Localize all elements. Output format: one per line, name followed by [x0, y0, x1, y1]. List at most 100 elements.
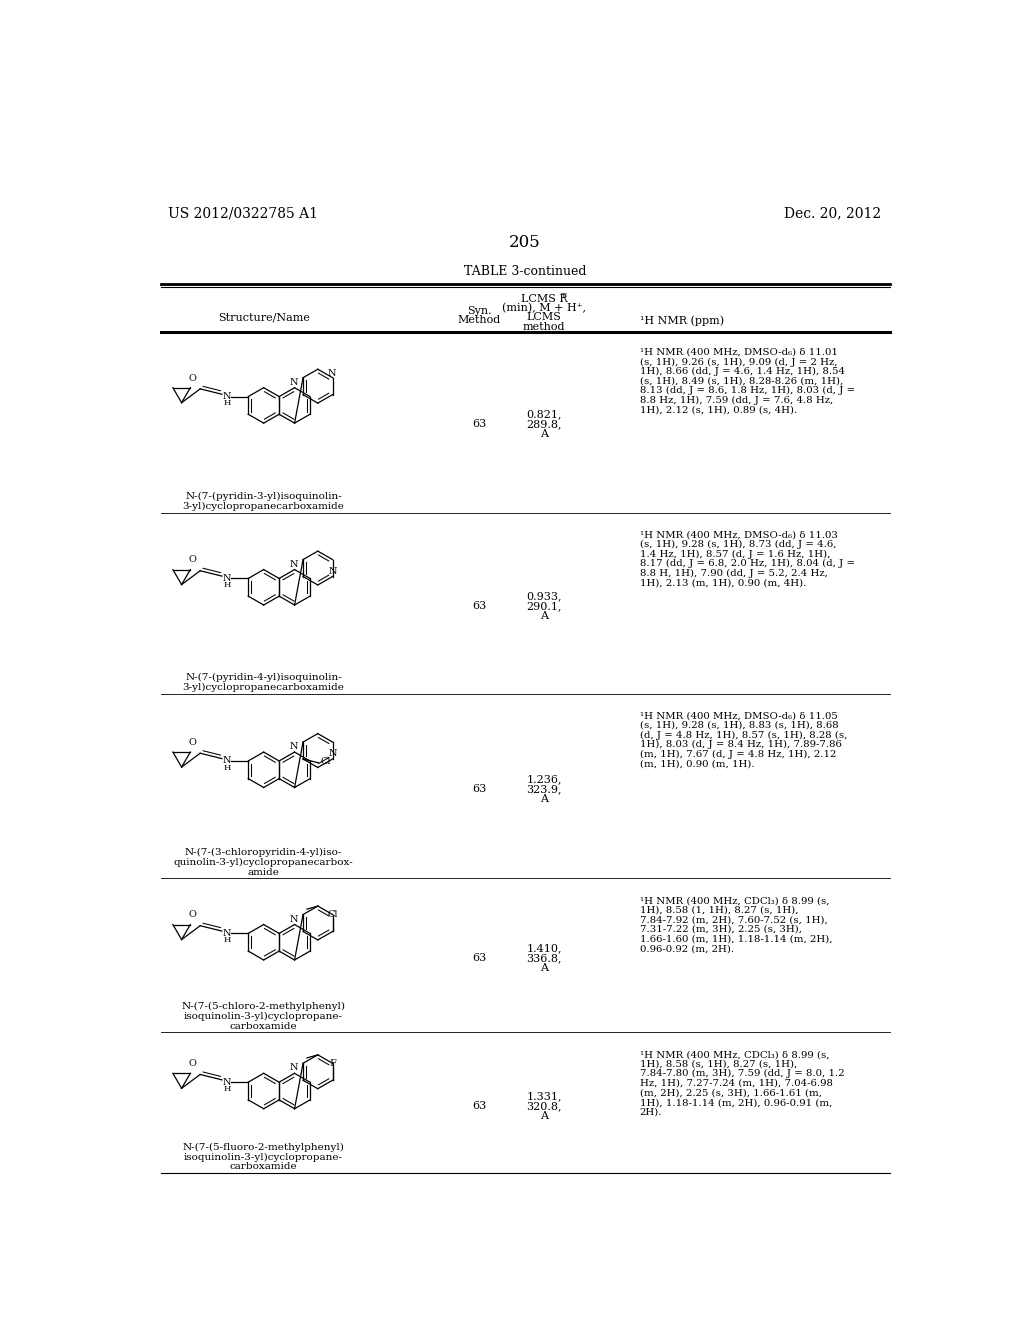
- Text: 1H), 8.66 (dd, J = 4.6, 1.4 Hz, 1H), 8.54: 1H), 8.66 (dd, J = 4.6, 1.4 Hz, 1H), 8.5…: [640, 367, 845, 376]
- Text: LCMS R: LCMS R: [521, 294, 567, 304]
- Text: 8.8 H, 1H), 7.90 (dd, J = 5.2, 2.4 Hz,: 8.8 H, 1H), 7.90 (dd, J = 5.2, 2.4 Hz,: [640, 569, 827, 578]
- Text: H: H: [223, 1085, 231, 1093]
- Text: (s, 1H), 9.28 (s, 1H), 8.83 (s, 1H), 8.68: (s, 1H), 9.28 (s, 1H), 8.83 (s, 1H), 8.6…: [640, 721, 838, 730]
- Text: (s, 1H), 8.49 (s, 1H), 8.28-8.26 (m, 1H),: (s, 1H), 8.49 (s, 1H), 8.28-8.26 (m, 1H)…: [640, 376, 843, 385]
- Text: 63: 63: [472, 601, 486, 611]
- Text: N: N: [223, 929, 231, 939]
- Text: 320.8,: 320.8,: [526, 1101, 562, 1111]
- Text: N-(7-(5-chloro-2-methylphenyl): N-(7-(5-chloro-2-methylphenyl): [181, 1002, 346, 1011]
- Text: (m, 1H), 7.67 (d, J = 4.8 Hz, 1H), 2.12: (m, 1H), 7.67 (d, J = 4.8 Hz, 1H), 2.12: [640, 750, 836, 759]
- Text: A: A: [541, 795, 548, 804]
- Text: 8.8 Hz, 1H), 7.59 (dd, J = 7.6, 4.8 Hz,: 8.8 Hz, 1H), 7.59 (dd, J = 7.6, 4.8 Hz,: [640, 396, 833, 405]
- Text: 1H), 1.18-1.14 (m, 2H), 0.96-0.91 (m,: 1H), 1.18-1.14 (m, 2H), 0.96-0.91 (m,: [640, 1098, 831, 1107]
- Text: N: N: [223, 574, 231, 583]
- Text: N: N: [223, 756, 231, 766]
- Text: 0.821,: 0.821,: [526, 409, 562, 420]
- Text: H: H: [223, 581, 231, 589]
- Text: ¹H NMR (400 MHz, DMSO-d₆) δ 11.01: ¹H NMR (400 MHz, DMSO-d₆) δ 11.01: [640, 348, 838, 356]
- Text: (s, 1H), 9.26 (s, 1H), 9.09 (d, J = 2 Hz,: (s, 1H), 9.26 (s, 1H), 9.09 (d, J = 2 Hz…: [640, 358, 837, 367]
- Text: H: H: [223, 764, 231, 772]
- Text: 1.410,: 1.410,: [526, 944, 562, 953]
- Text: A: A: [541, 429, 548, 440]
- Text: carboxamide: carboxamide: [229, 1022, 297, 1031]
- Text: N: N: [290, 560, 298, 569]
- Text: 63: 63: [472, 784, 486, 795]
- Text: N-(7-(3-chloropyridin-4-yl)iso-: N-(7-(3-chloropyridin-4-yl)iso-: [185, 847, 342, 857]
- Text: A: A: [541, 1111, 548, 1121]
- Text: O: O: [188, 911, 197, 920]
- Text: TABLE 3-continued: TABLE 3-continued: [464, 264, 586, 277]
- Text: Cl: Cl: [321, 756, 331, 766]
- Text: F: F: [329, 1059, 336, 1068]
- Text: A: A: [541, 611, 548, 622]
- Text: 7.84-7.80 (m, 3H), 7.59 (dd, J = 8.0, 1.2: 7.84-7.80 (m, 3H), 7.59 (dd, J = 8.0, 1.…: [640, 1069, 844, 1078]
- Text: Cl: Cl: [328, 909, 338, 919]
- Text: N: N: [290, 915, 298, 924]
- Text: US 2012/0322785 A1: US 2012/0322785 A1: [168, 206, 318, 220]
- Text: isoquinolin-3-yl)cyclopropane-: isoquinolin-3-yl)cyclopropane-: [184, 1011, 343, 1020]
- Text: 323.9,: 323.9,: [526, 784, 562, 795]
- Text: 7.84-7.92 (m, 2H), 7.60-7.52 (s, 1H),: 7.84-7.92 (m, 2H), 7.60-7.52 (s, 1H),: [640, 915, 827, 924]
- Text: Method: Method: [458, 315, 501, 326]
- Text: isoquinolin-3-yl)cyclopropane-: isoquinolin-3-yl)cyclopropane-: [184, 1152, 343, 1162]
- Text: ¹H NMR (400 MHz, CDCl₃) δ 8.99 (s,: ¹H NMR (400 MHz, CDCl₃) δ 8.99 (s,: [640, 896, 829, 906]
- Text: Dec. 20, 2012: Dec. 20, 2012: [784, 206, 882, 220]
- Text: N: N: [329, 750, 337, 758]
- Text: N: N: [328, 368, 336, 378]
- Text: ¹H NMR (400 MHz, DMSO-d₆) δ 11.05: ¹H NMR (400 MHz, DMSO-d₆) δ 11.05: [640, 711, 838, 721]
- Text: amide: amide: [248, 867, 280, 876]
- Text: 7.31-7.22 (m, 3H), 2.25 (s, 3H),: 7.31-7.22 (m, 3H), 2.25 (s, 3H),: [640, 925, 802, 935]
- Text: ¹H NMR (400 MHz, CDCl₃) δ 8.99 (s,: ¹H NMR (400 MHz, CDCl₃) δ 8.99 (s,: [640, 1051, 829, 1059]
- Text: N-(7-(pyridin-3-yl)isoquinolin-: N-(7-(pyridin-3-yl)isoquinolin-: [185, 492, 342, 500]
- Text: O: O: [188, 738, 197, 747]
- Text: (min), M + H⁺,: (min), M + H⁺,: [502, 304, 586, 314]
- Text: 1H), 8.58 (1, 1H), 8.27 (s, 1H),: 1H), 8.58 (1, 1H), 8.27 (s, 1H),: [640, 906, 798, 915]
- Text: 1.4 Hz, 1H), 8.57 (d, J = 1.6 Hz, 1H),: 1.4 Hz, 1H), 8.57 (d, J = 1.6 Hz, 1H),: [640, 549, 829, 558]
- Text: ¹H NMR (ppm): ¹H NMR (ppm): [640, 315, 724, 326]
- Text: 3-yl)cyclopropanecarboxamide: 3-yl)cyclopropanecarboxamide: [182, 502, 344, 511]
- Text: 1H), 8.58 (s, 1H), 8.27 (s, 1H),: 1H), 8.58 (s, 1H), 8.27 (s, 1H),: [640, 1060, 797, 1069]
- Text: N-(7-(5-fluoro-2-methylphenyl): N-(7-(5-fluoro-2-methylphenyl): [182, 1143, 344, 1151]
- Text: (m, 1H), 0.90 (m, 1H).: (m, 1H), 0.90 (m, 1H).: [640, 759, 754, 768]
- Text: O: O: [188, 556, 197, 565]
- Text: N: N: [290, 742, 298, 751]
- Text: LCMS: LCMS: [526, 313, 561, 322]
- Text: 0.933,: 0.933,: [526, 591, 562, 601]
- Text: 1H), 8.03 (d, J = 8.4 Hz, 1H), 7.89-7.86: 1H), 8.03 (d, J = 8.4 Hz, 1H), 7.89-7.86: [640, 741, 842, 750]
- Text: quinolin-3-yl)cyclopropanecarbox-: quinolin-3-yl)cyclopropanecarbox-: [174, 858, 353, 867]
- Text: 289.8,: 289.8,: [526, 420, 562, 429]
- Text: H: H: [223, 400, 231, 408]
- Text: (s, 1H), 9.28 (s, 1H), 8.73 (dd, J = 4.6,: (s, 1H), 9.28 (s, 1H), 8.73 (dd, J = 4.6…: [640, 540, 836, 549]
- Text: 3-yl)cyclopropanecarboxamide: 3-yl)cyclopropanecarboxamide: [182, 682, 344, 692]
- Text: 1H), 2.13 (m, 1H), 0.90 (m, 4H).: 1H), 2.13 (m, 1H), 0.90 (m, 4H).: [640, 578, 806, 587]
- Text: 1H), 2.12 (s, 1H), 0.89 (s, 4H).: 1H), 2.12 (s, 1H), 0.89 (s, 4H).: [640, 405, 797, 414]
- Text: N: N: [329, 566, 337, 576]
- Text: 290.1,: 290.1,: [526, 601, 562, 611]
- Text: 8.13 (dd, J = 8.6, 1.8 Hz, 1H), 8.03 (d, J =: 8.13 (dd, J = 8.6, 1.8 Hz, 1H), 8.03 (d,…: [640, 387, 855, 396]
- Text: 336.8,: 336.8,: [526, 953, 562, 964]
- Text: 0.96-0.92 (m, 2H).: 0.96-0.92 (m, 2H).: [640, 944, 733, 953]
- Text: O: O: [188, 374, 197, 383]
- Text: method: method: [523, 322, 565, 331]
- Text: Syn.: Syn.: [467, 306, 492, 317]
- Text: 8.17 (dd, J = 6.8, 2.0 Hz, 1H), 8.04 (d, J =: 8.17 (dd, J = 6.8, 2.0 Hz, 1H), 8.04 (d,…: [640, 560, 854, 569]
- Text: H: H: [223, 936, 231, 944]
- Text: Structure/Name: Structure/Name: [218, 313, 309, 322]
- Text: (d, J = 4.8 Hz, 1H), 8.57 (s, 1H), 8.28 (s,: (d, J = 4.8 Hz, 1H), 8.57 (s, 1H), 8.28 …: [640, 730, 847, 739]
- Text: (m, 2H), 2.25 (s, 3H), 1.66-1.61 (m,: (m, 2H), 2.25 (s, 3H), 1.66-1.61 (m,: [640, 1089, 821, 1097]
- Text: N: N: [290, 378, 298, 387]
- Text: N-(7-(pyridin-4-yl)isoquinolin-: N-(7-(pyridin-4-yl)isoquinolin-: [185, 673, 342, 682]
- Text: 63: 63: [472, 953, 486, 964]
- Text: 1.66-1.60 (m, 1H), 1.18-1.14 (m, 2H),: 1.66-1.60 (m, 1H), 1.18-1.14 (m, 2H),: [640, 935, 831, 944]
- Text: 63: 63: [472, 1101, 486, 1111]
- Text: 1.236,: 1.236,: [526, 774, 562, 784]
- Text: Hz, 1H), 7.27-7.24 (m, 1H), 7.04-6.98: Hz, 1H), 7.27-7.24 (m, 1H), 7.04-6.98: [640, 1078, 833, 1088]
- Text: O: O: [188, 1059, 197, 1068]
- Text: 205: 205: [509, 234, 541, 251]
- Text: N: N: [290, 1064, 298, 1072]
- Text: ¹H NMR (400 MHz, DMSO-d₆) δ 11.03: ¹H NMR (400 MHz, DMSO-d₆) δ 11.03: [640, 531, 838, 540]
- Text: 63: 63: [472, 420, 486, 429]
- Text: 2H).: 2H).: [640, 1107, 662, 1117]
- Text: N: N: [223, 392, 231, 401]
- Text: A: A: [541, 964, 548, 973]
